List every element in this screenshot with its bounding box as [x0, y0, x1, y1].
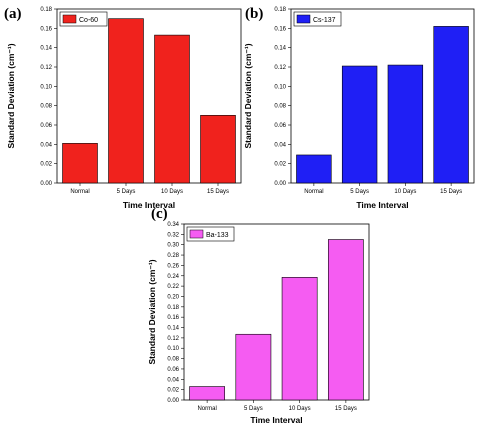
y-tick-label-a: 0.04: [40, 142, 52, 148]
panel-label-a: (a): [4, 6, 22, 22]
y-tick-label-c: 0.04: [167, 377, 179, 383]
y-tick-label-a: 0.06: [40, 123, 52, 129]
y-tick-label-c: 0.20: [167, 294, 179, 300]
y-tick-label-b: 0.14: [274, 46, 286, 52]
bar-c-2: [235, 333, 272, 401]
x-tick-label-b: Normal: [304, 189, 323, 195]
y-tick-label-a: 0.14: [40, 46, 52, 52]
x-tick-label-a: Normal: [70, 189, 89, 195]
bar-a-2: [108, 18, 144, 184]
y-tick-label-c: 0.16: [167, 315, 179, 321]
bar-b-3: [387, 64, 424, 184]
y-tick-label-c: 0.08: [167, 357, 179, 363]
plot-frame-c: [183, 223, 370, 401]
y-tick-label-c: 0.00: [167, 398, 179, 404]
y-tick-label-c: 0.26: [167, 263, 179, 269]
legend-swatch-c: [189, 229, 204, 239]
y-tick-label-b: 0.08: [274, 104, 286, 110]
x-tick-label-b: 15 Days: [440, 189, 462, 195]
bar-b-1: [296, 154, 332, 184]
chart-panel-a: 0.00 0.02 0.04 0.06 0.08 0.10 0.12 0.14 0.16 0.18…: [4, 6, 242, 210]
panel-label-b: (b): [245, 6, 263, 22]
y-tick-label-a: 0.12: [40, 65, 52, 71]
bar-b-2: [341, 65, 378, 184]
y-tick-label-b: 0.10: [274, 84, 286, 90]
plot-frame-b: [290, 8, 475, 184]
x-tick-label-b: 10 Days: [394, 189, 416, 195]
x-tick-label-c: Normal: [197, 406, 216, 412]
x-tick-label-a: 5 Days: [117, 189, 136, 195]
legend-swatch-b: [296, 14, 311, 24]
y-tick-label-c: 0.14: [167, 326, 179, 332]
y-tick-label-b: 0.16: [274, 26, 286, 32]
y-tick-label-c: 0.06: [167, 367, 179, 373]
x-axis-title-a: Time Interval: [123, 200, 175, 210]
y-tick-label-c: 0.12: [167, 336, 179, 342]
bar-a-3: [154, 34, 190, 184]
y-tick-label-a: 0.08: [40, 104, 52, 110]
x-tick-label-c: 10 Days: [289, 406, 311, 412]
x-tick-label-a: 10 Days: [161, 189, 183, 195]
y-tick-label-c: 0.34: [167, 222, 179, 228]
y-axis-title-a: Standard Deviation (cm⁻¹): [6, 43, 16, 148]
x-tick-label-b: 5 Days: [350, 189, 369, 195]
y-tick-label-b: 0.18: [274, 7, 286, 13]
y-tick-label-c: 0.24: [167, 274, 179, 280]
y-tick-label-c: 0.18: [167, 305, 179, 311]
y-tick-label-a: 0.02: [40, 162, 52, 168]
y-tick-label-a: 0.10: [40, 84, 52, 90]
y-tick-label-b: 0.00: [274, 181, 286, 187]
y-tick-label-c: 0.30: [167, 243, 179, 249]
y-tick-label-b: 0.12: [274, 65, 286, 71]
x-tick-label-c: 15 Days: [335, 406, 357, 412]
y-tick-label-a: 0.00: [40, 181, 52, 187]
bar-c-4: [327, 239, 364, 401]
y-tick-label-a: 0.16: [40, 26, 52, 32]
legend-label-c: Ba-133: [206, 232, 229, 239]
plot-frame-a: [56, 8, 242, 184]
bar-a-1: [62, 143, 98, 184]
legend-label-b: Cs-137: [313, 17, 336, 24]
x-tick-label-c: 5 Days: [244, 406, 263, 412]
y-tick-label-c: 0.22: [167, 284, 179, 290]
y-axis-title-b: Standard Deviation (cm⁻¹): [243, 43, 253, 148]
legend-swatch-a: [62, 14, 77, 24]
y-tick-label-c: 0.10: [167, 346, 179, 352]
y-tick-label-c: 0.32: [167, 232, 179, 238]
x-tick-label-a: 15 Days: [207, 189, 229, 195]
bar-b-4: [433, 26, 469, 184]
y-axis-title-c: Standard Deviation (cm⁻¹): [147, 259, 157, 364]
chart-panel-b: 0.00 0.02 0.04 0.06 0.08 0.10 0.12 0.14 0.16 0.18…: [243, 6, 475, 210]
x-axis-title-c: Time Interval: [250, 415, 302, 425]
x-axis-title-b: Time Interval: [356, 200, 408, 210]
panel-label-c: (c): [151, 206, 168, 222]
y-tick-label-b: 0.02: [274, 162, 286, 168]
y-tick-label-c: 0.28: [167, 253, 179, 259]
bar-c-3: [281, 277, 318, 401]
y-tick-label-b: 0.04: [274, 142, 286, 148]
y-tick-label-b: 0.06: [274, 123, 286, 129]
legend-label-a: Co-60: [79, 17, 98, 24]
bar-c-1: [189, 386, 226, 401]
y-tick-label-c: 0.02: [167, 388, 179, 394]
chart-panel-c: 0.00 0.02 0.04 0.06 0.08 0.10 0.12 0.14 0.16 0.18…: [147, 206, 370, 425]
y-tick-label-a: 0.18: [40, 7, 52, 13]
bar-a-4: [200, 115, 236, 184]
